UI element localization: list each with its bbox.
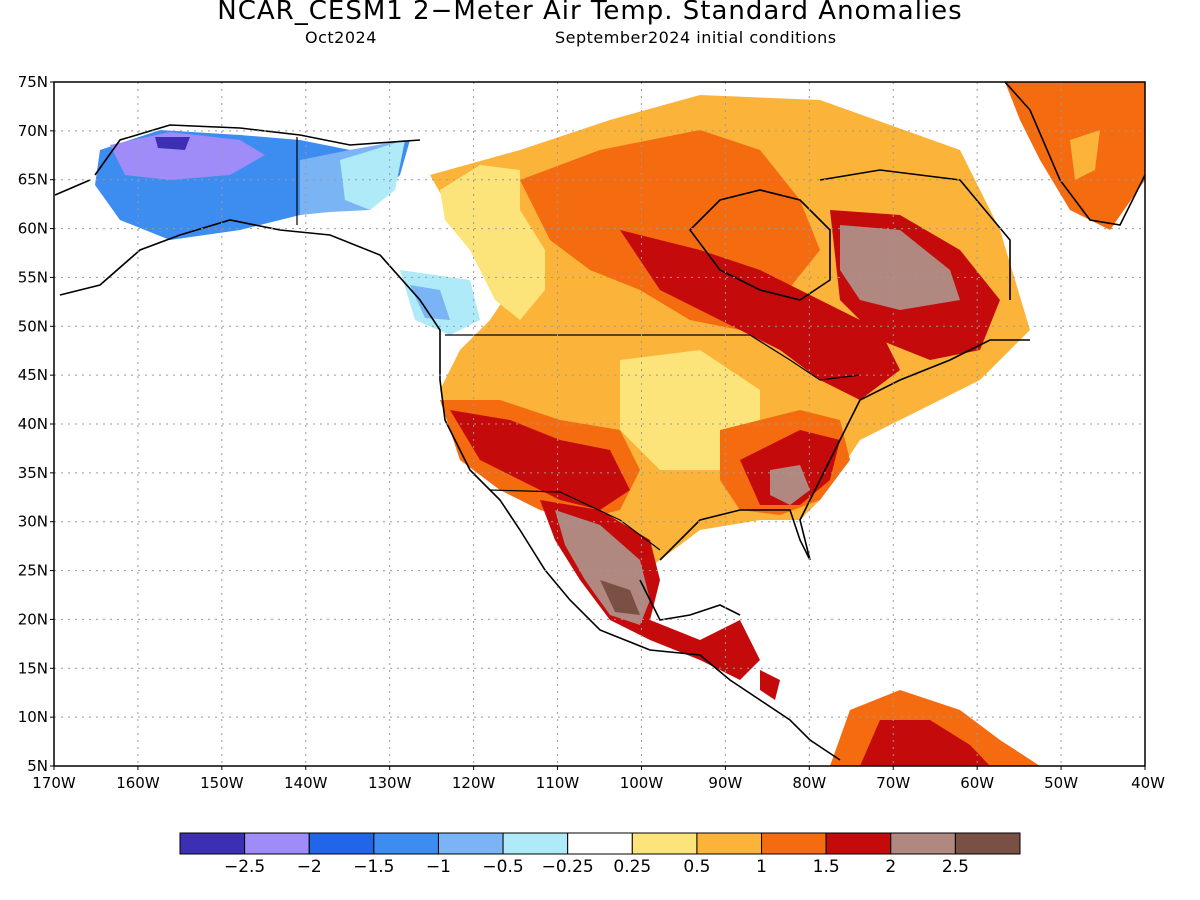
southeast-extreme-area bbox=[770, 465, 810, 505]
lat-tick-label: 65N bbox=[18, 171, 48, 189]
lat-tick-label: 45N bbox=[18, 366, 48, 384]
legend-swatch bbox=[179, 832, 246, 855]
longitude-axis: 170W 160W 150W 140W 130W 120W 110W 100W 90W 80W 70… bbox=[32, 766, 1165, 792]
legend-swatch bbox=[308, 832, 375, 855]
mexico-max-area bbox=[600, 580, 640, 615]
lon-tick-label: 80W bbox=[792, 774, 826, 792]
lat-tick-label: 10N bbox=[18, 708, 48, 726]
valid-month-label: Oct2024 bbox=[305, 28, 377, 47]
lat-tick-label: 30N bbox=[18, 513, 48, 531]
color-legend: −2.5 −2 −1.5 −1 −0.5 −0.25 0.25 0.5 1 1.5 2 2.5 bbox=[179, 832, 1021, 877]
south-america-hot-area bbox=[860, 720, 990, 766]
greenland-mild-area bbox=[1070, 130, 1100, 180]
legend-label: 0.25 bbox=[613, 857, 651, 877]
lon-tick-label: 150W bbox=[200, 774, 244, 792]
legend-swatch bbox=[244, 832, 310, 855]
legend-swatch bbox=[825, 832, 892, 855]
southwest-hot-area bbox=[450, 410, 630, 510]
legend-swatch bbox=[696, 832, 763, 855]
lat-tick-label: 60N bbox=[18, 220, 48, 238]
map-grid bbox=[54, 82, 1145, 766]
lat-tick-label: 70N bbox=[18, 122, 48, 140]
legend-label: −2.5 bbox=[224, 857, 265, 877]
legend-swatch bbox=[502, 832, 569, 855]
lat-tick-label: 5N bbox=[27, 757, 48, 775]
ontario-hot-area bbox=[620, 230, 900, 400]
map-title: NCAR_CESM1 2−Meter Air Temp. Standard An… bbox=[217, 0, 963, 26]
lat-tick-label: 25N bbox=[18, 562, 48, 580]
legend-label: 2 bbox=[885, 857, 896, 877]
coastlines bbox=[54, 82, 1145, 761]
init-conditions-label: September2024 initial conditions bbox=[555, 28, 837, 47]
lon-tick-label: 50W bbox=[1044, 774, 1078, 792]
alaska-very-cold-area bbox=[110, 132, 265, 180]
western-canada-mild-area bbox=[440, 165, 545, 320]
lat-tick-label: 40N bbox=[18, 415, 48, 433]
lon-tick-label: 160W bbox=[116, 774, 160, 792]
lon-tick-label: 90W bbox=[708, 774, 742, 792]
legend-swatch bbox=[890, 832, 956, 855]
legend-label: 1 bbox=[756, 857, 767, 877]
legend-label: 1.5 bbox=[813, 857, 840, 877]
lon-tick-label: 130W bbox=[368, 774, 412, 792]
lat-tick-label: 50N bbox=[18, 317, 48, 335]
central-america-hot-area bbox=[760, 670, 780, 700]
lon-tick-label: 170W bbox=[32, 774, 76, 792]
lon-tick-label: 110W bbox=[536, 774, 580, 792]
lon-tick-label: 60W bbox=[960, 774, 994, 792]
legend-swatch bbox=[761, 832, 827, 855]
lat-tick-label: 75N bbox=[18, 73, 48, 91]
lon-tick-label: 120W bbox=[452, 774, 496, 792]
legend-swatch bbox=[631, 832, 698, 855]
lat-tick-label: 35N bbox=[18, 464, 48, 482]
lon-tick-label: 100W bbox=[620, 774, 664, 792]
legend-label: 2.5 bbox=[942, 857, 969, 877]
borders bbox=[296, 137, 861, 551]
latitude-axis: 75N 70N 65N 60N 55N 50N 45N 40N 35N 30N 25N 20N 15N 1… bbox=[18, 73, 54, 775]
legend-swatch bbox=[437, 832, 504, 855]
legend-label: −2 bbox=[297, 857, 322, 877]
legend-swatch bbox=[954, 832, 1021, 855]
lon-tick-label: 140W bbox=[284, 774, 328, 792]
legend-label: −1 bbox=[426, 857, 451, 877]
bc-cool-area bbox=[410, 285, 450, 320]
lon-tick-label: 40W bbox=[1131, 774, 1165, 792]
legend-swatch bbox=[567, 832, 633, 855]
legend-label: −0.5 bbox=[482, 857, 523, 877]
legend-label: 0.5 bbox=[683, 857, 710, 877]
legend-label: −1.5 bbox=[353, 857, 394, 877]
alaska-extreme-cold-area bbox=[155, 137, 190, 150]
yukon-slight-cool-area bbox=[340, 140, 405, 210]
lat-tick-label: 55N bbox=[18, 268, 48, 286]
lat-tick-label: 20N bbox=[18, 610, 48, 628]
quebec-extreme-area bbox=[840, 225, 960, 310]
legend-label: −0.25 bbox=[542, 857, 594, 877]
lat-tick-label: 15N bbox=[18, 659, 48, 677]
legend-swatch bbox=[373, 832, 439, 855]
lon-tick-label: 70W bbox=[876, 774, 910, 792]
